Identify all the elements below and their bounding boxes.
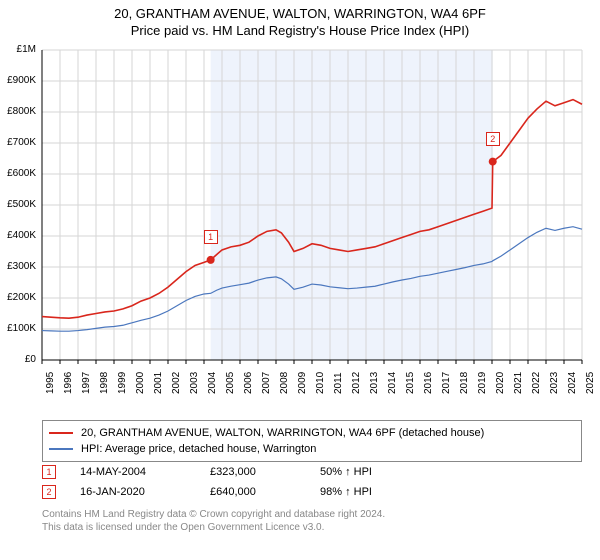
sales-table: 1 14-MAY-2004 £323,000 50% ↑ HPI 2 16-JA… — [42, 462, 582, 502]
footer-line-2: This data is licensed under the Open Gov… — [42, 521, 582, 534]
title-line-1: 20, GRANTHAM AVENUE, WALTON, WARRINGTON,… — [0, 6, 600, 21]
title-block: 20, GRANTHAM AVENUE, WALTON, WARRINGTON,… — [0, 0, 600, 38]
sale-date-2: 16-JAN-2020 — [80, 486, 210, 498]
chart-container: 20, GRANTHAM AVENUE, WALTON, WARRINGTON,… — [0, 0, 600, 560]
sale-pct-2: 98% ↑ HPI — [320, 486, 450, 498]
chart-sale-marker-1: 1 — [204, 230, 218, 244]
legend-label-property: 20, GRANTHAM AVENUE, WALTON, WARRINGTON,… — [81, 427, 484, 439]
legend-row-property: 20, GRANTHAM AVENUE, WALTON, WARRINGTON,… — [49, 425, 575, 441]
legend-swatch-property — [49, 432, 73, 434]
sale-price-1: £323,000 — [210, 466, 320, 478]
sale-price-2: £640,000 — [210, 486, 320, 498]
title-line-2: Price paid vs. HM Land Registry's House … — [0, 23, 600, 38]
chart-area: £0£100K£200K£300K£400K£500K£600K£700K£80… — [0, 42, 600, 412]
sale-row-2: 2 16-JAN-2020 £640,000 98% ↑ HPI — [42, 482, 582, 502]
sale-marker-2: 2 — [42, 485, 56, 499]
legend-swatch-hpi — [49, 448, 73, 450]
sale-marker-1: 1 — [42, 465, 56, 479]
line-chart-svg — [0, 42, 600, 412]
sale-date-1: 14-MAY-2004 — [80, 466, 210, 478]
footer-attribution: Contains HM Land Registry data © Crown c… — [42, 508, 582, 534]
footer-line-1: Contains HM Land Registry data © Crown c… — [42, 508, 582, 521]
chart-sale-marker-2: 2 — [486, 132, 500, 146]
sale-row-1: 1 14-MAY-2004 £323,000 50% ↑ HPI — [42, 462, 582, 482]
legend-label-hpi: HPI: Average price, detached house, Warr… — [81, 443, 316, 455]
legend-row-hpi: HPI: Average price, detached house, Warr… — [49, 441, 575, 457]
legend-box: 20, GRANTHAM AVENUE, WALTON, WARRINGTON,… — [42, 420, 582, 462]
sale-pct-1: 50% ↑ HPI — [320, 466, 450, 478]
